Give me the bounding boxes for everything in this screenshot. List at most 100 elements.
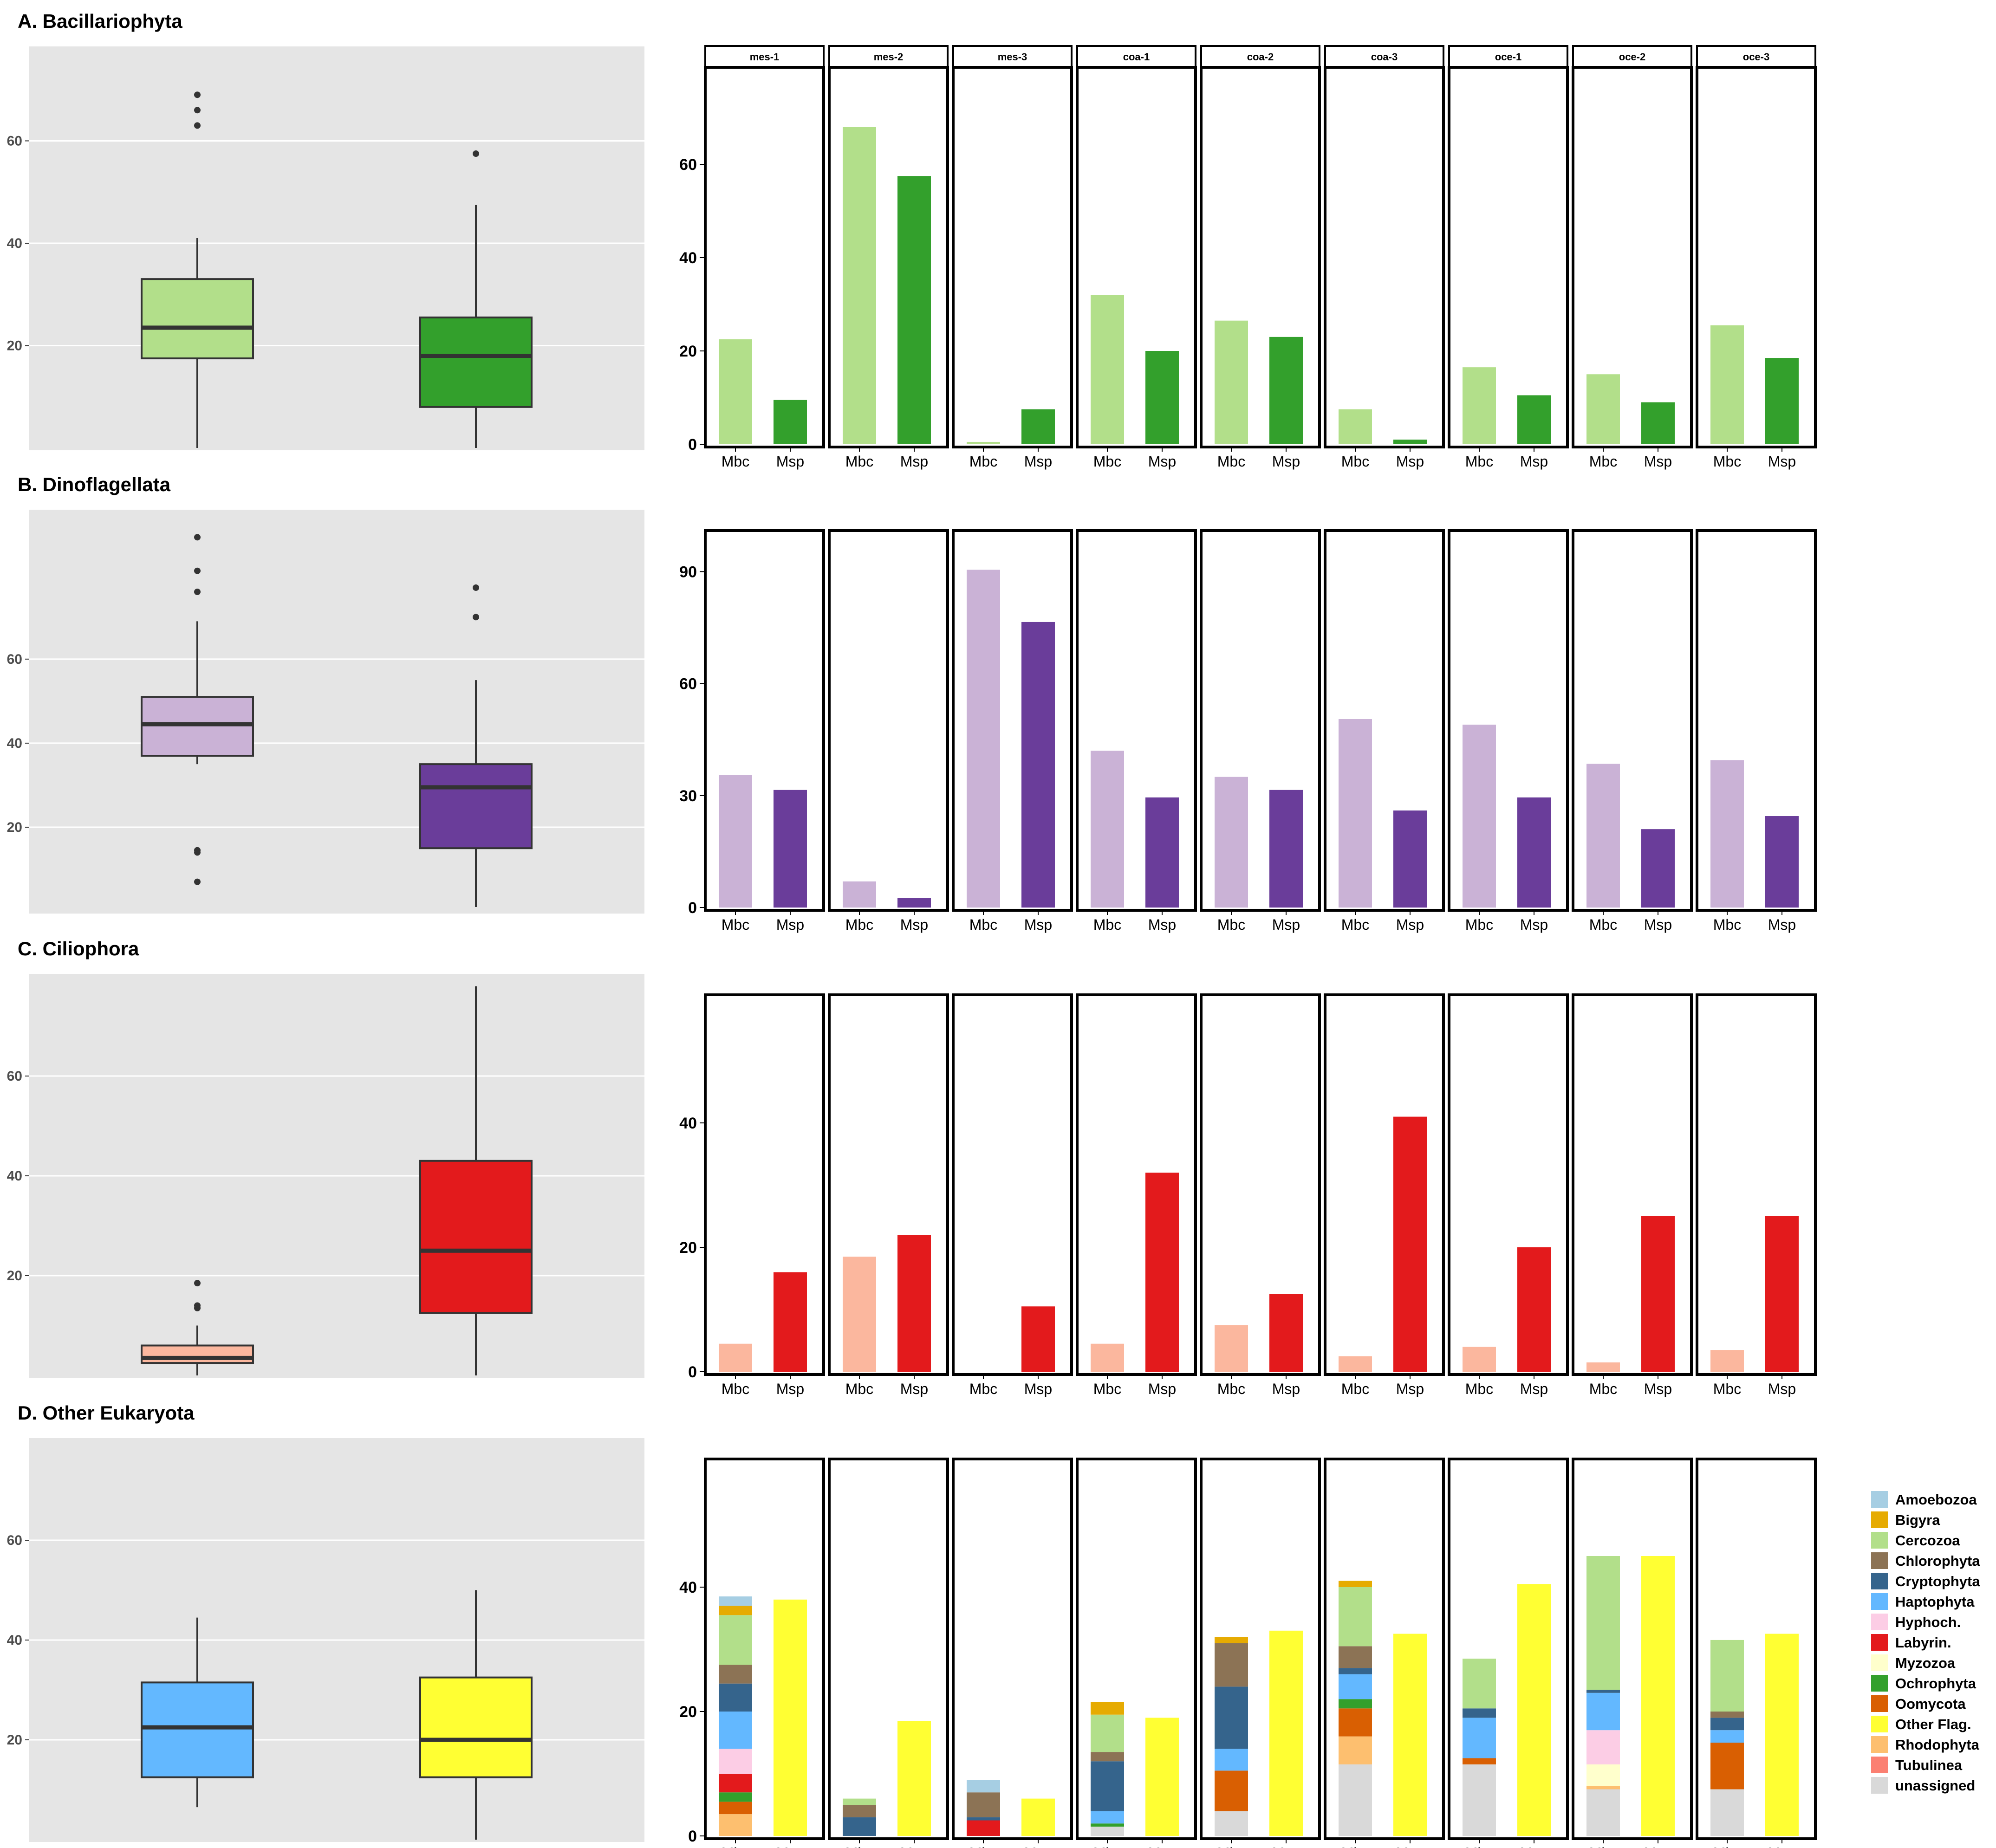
facet-oce-3: Mbc Msp: [1696, 1458, 1817, 1848]
x-tick-label: Msp: [1396, 453, 1424, 470]
stack-seg-otherflag: [1269, 1630, 1303, 1836]
bar-Msp-oce-2: [1641, 1216, 1675, 1372]
facet-mes-2: mes-2 Mbc Msp: [828, 45, 949, 470]
facet-oce-2: oce-2 Mbc Msp: [1572, 45, 1693, 470]
panel-D: D. Other Eukaryota 20 40 60 Mbc Msp 0 20 40 Mbc Ms…: [7, 1402, 1981, 1848]
facet-mes-1: Mbc Msp: [704, 529, 825, 933]
bar-Mbc-coa-2: [1215, 1325, 1248, 1372]
legend-swatch: [1871, 1593, 1888, 1610]
x-tick-label: Msp: [1148, 1845, 1176, 1848]
stack-seg-ochrophyta: [1091, 1823, 1124, 1827]
stack-seg-cryptophyta: [843, 1817, 876, 1836]
facet-mes-1: mes-1 Mbc Msp: [704, 45, 825, 470]
outlier-point: [473, 584, 479, 591]
x-tick-label: Msp: [1520, 453, 1548, 470]
legend-label: Chlorophyta: [1895, 1553, 1980, 1569]
x-tick-label: Mbc: [969, 1381, 997, 1397]
box-Msp: [419, 763, 533, 849]
x-tick-label: Mbc: [1465, 916, 1493, 933]
facet-oce-2: Mbc Msp: [1572, 529, 1693, 933]
outlier-point: [194, 1280, 201, 1287]
x-tick-label: Mbc: [722, 1845, 749, 1848]
facet-strip: [828, 45, 949, 68]
x-tick-label: Msp: [1520, 916, 1548, 933]
facet-strip-label: coa-2: [1247, 51, 1274, 63]
bar-y-tick-label: 30: [679, 787, 697, 805]
facet-coa-1: Mbc Msp: [1076, 993, 1197, 1397]
outlier-point: [194, 107, 201, 114]
box-Msp: [419, 1160, 533, 1314]
box-Mbc: [141, 278, 254, 360]
legend-swatch: [1871, 1757, 1888, 1773]
legend-label: Other Flag.: [1895, 1716, 1971, 1732]
stack-seg-cryptophyta: [1091, 1761, 1124, 1811]
bar-Mbc-oce-1: [1463, 1347, 1496, 1372]
bar-Mbc-oce-2: [1586, 764, 1620, 908]
bar-Msp-mes-3: [1021, 1306, 1055, 1372]
x-tick-label: Mbc: [845, 1845, 873, 1848]
legend-swatch: [1871, 1675, 1888, 1692]
x-tick-label: Msp: [1148, 453, 1176, 470]
bar-y-tick-label: 40: [679, 1579, 697, 1596]
bar-Mbc-mes-2: [843, 1257, 876, 1372]
x-tick-label: Mbc: [969, 1845, 997, 1848]
facet-frame: [828, 529, 949, 912]
legend-label: Labyrin.: [1895, 1634, 1951, 1651]
bar-Msp-oce-3: [1765, 1216, 1799, 1372]
facet-coa-1: Mbc Msp: [1076, 1458, 1197, 1848]
facet-coa-2: Mbc Msp: [1200, 993, 1321, 1397]
bar-Mbc-coa-3: [1339, 409, 1372, 444]
x-tick-label: Mbc: [1589, 916, 1617, 933]
stack-seg-cercozoa: [1710, 1640, 1744, 1712]
stack-seg-otherflag: [897, 1721, 931, 1836]
bar-y-tick-label: 20: [679, 1703, 697, 1721]
bar-Msp-mes-3: [1021, 622, 1055, 908]
facet-oce-1: oce-1 Mbc Msp: [1448, 45, 1569, 470]
facet-oce-1: Mbc Msp: [1448, 993, 1569, 1397]
bar-Mbc-mes-3: [967, 441, 1000, 444]
legend-swatch: [1871, 1532, 1888, 1549]
bar-Msp-coa-2: [1269, 337, 1303, 444]
bar-Msp-oce-2: [1641, 402, 1675, 444]
bar-y-tick-label: 60: [679, 675, 697, 693]
facet-frame: [952, 1458, 1073, 1840]
stack-seg-haptophyta: [1586, 1692, 1620, 1731]
stack-seg-cryptophyta: [1215, 1686, 1248, 1749]
facet-strip: [1076, 45, 1196, 68]
stack-seg-unassigned: [1463, 1764, 1496, 1836]
box-Msp: [419, 1676, 533, 1778]
y-tick-label: 20: [7, 338, 22, 353]
stack-seg-haptophyta: [1710, 1730, 1744, 1743]
x-tick-label: Mbc: [1713, 916, 1741, 933]
bar-Mbc-mes-1: [719, 775, 752, 908]
bar-Mbc-oce-1: [1463, 367, 1496, 444]
y-tick-label: 40: [7, 736, 22, 751]
bar-Msp-oce-2: [1641, 829, 1675, 908]
bar-y-tick-label: 20: [679, 1239, 697, 1257]
stack-seg-bigyra: [1091, 1702, 1124, 1715]
x-tick-label: Mbc: [1093, 1845, 1121, 1848]
facet-strip-label: coa-1: [1123, 51, 1150, 63]
facet-strip-label: oce-3: [1743, 51, 1769, 63]
outlier-point: [194, 567, 201, 574]
stack-seg-bigyra: [719, 1606, 752, 1615]
facet-mes-2: Mbc Msp: [828, 993, 949, 1397]
bar-y-tick-label: 20: [679, 343, 697, 360]
stack-seg-cercozoa: [1586, 1556, 1620, 1690]
legend-swatch: [1871, 1552, 1888, 1569]
x-tick-label: Msp: [1768, 916, 1796, 933]
legend-label: Bigyra: [1895, 1512, 1940, 1528]
x-tick-label: Mbc: [1093, 1381, 1121, 1397]
x-tick-label: Msp: [1644, 1845, 1672, 1848]
legend-label: Tubulinea: [1895, 1757, 1963, 1773]
stack-seg-otherflag: [1765, 1634, 1799, 1836]
bar-Mbc-mes-2: [843, 881, 876, 908]
stack-seg-rhodophyta: [1586, 1786, 1620, 1790]
x-tick-label: Mbc: [969, 453, 997, 470]
x-tick-label: Mbc: [722, 1381, 749, 1397]
bar-Msp-coa-2: [1269, 1294, 1303, 1372]
x-tick-label: Msp: [1272, 916, 1300, 933]
bar-Msp-mes-1: [774, 790, 807, 908]
